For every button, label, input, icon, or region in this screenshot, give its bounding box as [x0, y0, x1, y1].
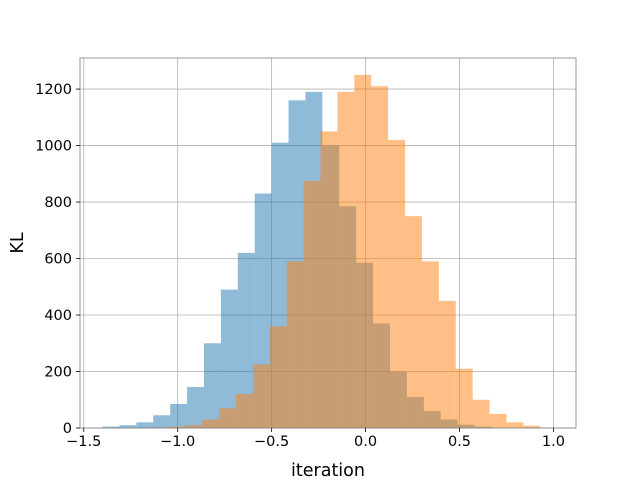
y-axis-ticks: 0 200 400 600 800 1000 1200: [35, 82, 80, 437]
y-tick-label: 400: [44, 308, 72, 324]
y-tick-label: 200: [44, 365, 72, 381]
histogram-bar-series-2: [320, 131, 338, 428]
y-tick-label: 1000: [35, 139, 72, 155]
x-tick-label: −1.0: [160, 434, 195, 450]
x-tick-label: −1.5: [66, 434, 101, 450]
histogram-bar-series-1: [220, 289, 238, 428]
histogram-bar-series-2: [286, 261, 304, 428]
x-tick-label: 0.0: [354, 434, 377, 450]
histogram-bar-series-2: [438, 300, 456, 428]
histogram-bar-series-1: [204, 343, 221, 428]
histogram-bar-series-1: [119, 425, 137, 428]
x-tick-label: −0.5: [254, 434, 289, 450]
histogram-bar-series-2: [269, 326, 287, 428]
histogram-bar-series-2: [489, 413, 507, 428]
plot-frame: [79, 57, 577, 429]
histogram-bars: [102, 74, 541, 429]
histogram-bar-series-2: [337, 91, 355, 428]
histogram-bar-series-2: [354, 74, 372, 428]
x-axis-label: iteration: [291, 461, 365, 480]
y-tick-label: 600: [44, 252, 72, 268]
histogram-bar-series-2: [388, 139, 406, 429]
grid: [80, 58, 576, 429]
histogram-bar-series-2: [168, 426, 186, 428]
histogram-bar-series-2: [371, 86, 389, 429]
y-tick-label: 800: [44, 195, 72, 211]
histogram-bar-series-1: [153, 415, 171, 428]
y-tick-label: 0: [63, 421, 72, 437]
histogram-bar-series-2: [523, 425, 541, 428]
histogram-bar-series-2: [472, 399, 490, 428]
y-axis-label: KL: [8, 232, 28, 253]
histogram-bar-series-1: [237, 252, 255, 428]
y-tick-label: 1200: [35, 82, 72, 98]
x-tick-label: 1.0: [542, 434, 565, 450]
histogram-bar-series-2: [303, 180, 321, 428]
x-axis-ticks: −1.5 −1.0 −0.5 0.0 0.5 1.0: [66, 428, 565, 450]
histogram-bar-series-1: [187, 387, 204, 428]
histogram-bar-series-1: [102, 426, 120, 428]
histogram-bar-series-2: [202, 419, 220, 428]
histogram-bar-series-2: [421, 261, 439, 428]
histogram-bar-series-2: [252, 364, 270, 428]
histogram-bar-series-1: [136, 422, 154, 428]
histogram-bar-series-1: [170, 403, 188, 428]
x-tick-label: 0.5: [448, 434, 471, 450]
histogram-bar-series-2: [455, 368, 473, 428]
histogram-bar-series-2: [185, 425, 203, 428]
histogram-bar-series-2: [506, 422, 524, 428]
histogram-bar-series-2: [405, 216, 422, 428]
histogram-bar-series-2: [235, 394, 253, 428]
histogram-bar-series-2: [219, 408, 236, 428]
